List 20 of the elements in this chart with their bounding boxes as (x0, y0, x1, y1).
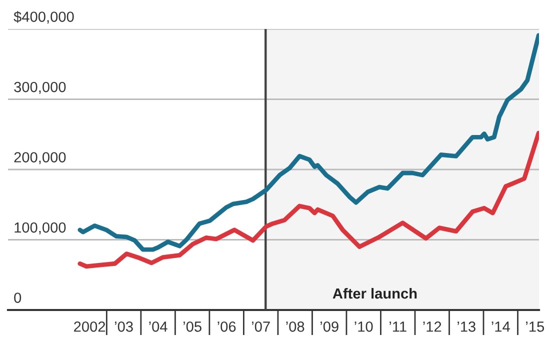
x-tick-label: ’07 (252, 321, 270, 332)
y-tick-label: $400,000 (14, 11, 74, 24)
x-tick-label: ’08 (286, 321, 304, 332)
x-tick-label: ’14 (492, 322, 510, 332)
y-tick-label: 0 (14, 292, 22, 303)
y-tick-label: 100,000 (14, 222, 66, 234)
y-tick-label: 300,000 (14, 82, 66, 94)
x-tick-label: ’13 (458, 321, 476, 332)
x-tick-label: ’11 (390, 322, 406, 332)
y-tick-label: 200,000 (14, 152, 66, 164)
x-tick-label: ’06 (218, 321, 236, 332)
x-tick-label: ’03 (114, 321, 133, 332)
x-tick-label: ’12 (423, 321, 442, 332)
x-tick-label: ’10 (354, 321, 373, 332)
x-tick-label: ’09 (320, 321, 338, 332)
band-label: After launch (332, 288, 417, 299)
x-tick-label: ’15 (526, 322, 544, 332)
x-tick-label: ’04 (149, 321, 168, 332)
x-tick-label: 2002 (74, 321, 106, 332)
x-tick-label: ’05 (183, 321, 202, 332)
